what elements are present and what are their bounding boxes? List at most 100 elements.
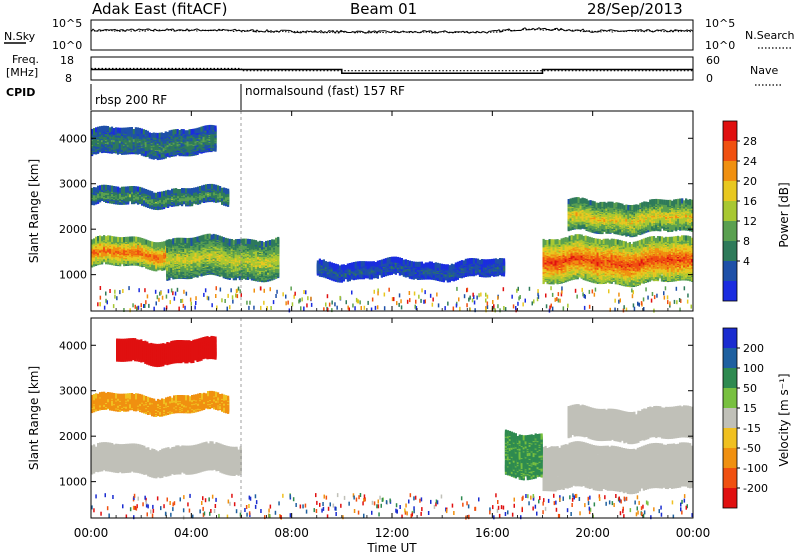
range-gate-cell xyxy=(125,128,127,133)
range-gate-cell xyxy=(137,127,139,132)
range-gate-cell xyxy=(139,128,141,133)
range-gate-cell xyxy=(103,185,105,190)
range-gate-cell xyxy=(183,188,185,193)
range-gate-cell xyxy=(93,238,95,243)
range-gate-cell xyxy=(125,237,127,242)
range-gate-cell xyxy=(125,187,127,192)
range-gate-cell xyxy=(111,186,113,191)
range-gate-cell xyxy=(123,128,125,133)
range-gate-cell xyxy=(135,186,137,191)
range-gate-cell xyxy=(117,128,119,133)
range-gate-cell xyxy=(173,188,175,193)
range-gate-cell xyxy=(117,237,119,242)
range-gate-cell xyxy=(193,188,195,193)
range-gate-cell xyxy=(97,186,99,191)
range-gate-cell xyxy=(185,188,187,193)
range-gate-cell xyxy=(191,188,193,193)
range-gate-cell xyxy=(201,185,203,190)
range-gate-cell xyxy=(159,242,161,247)
range-gate-cell xyxy=(119,237,121,242)
range-gate-cell xyxy=(137,187,139,192)
range-gate-cell xyxy=(189,188,191,193)
noise-right-tick-top: 10^5 xyxy=(705,17,735,30)
range-gate-cell xyxy=(227,189,229,194)
range-gate-cell xyxy=(181,188,183,193)
range-gate-cell xyxy=(177,189,179,194)
range-gate-cell xyxy=(103,235,105,240)
power-panel: Slant Range [km] 4000300020001000 xyxy=(27,111,693,313)
range-gate-cell xyxy=(203,185,205,190)
range-gate-cell xyxy=(101,185,103,190)
range-gate-cell xyxy=(151,133,153,138)
range-gate-cell xyxy=(113,236,115,241)
range-gate-cell xyxy=(133,186,135,191)
range-gate-cell xyxy=(207,184,209,189)
cpid-label: CPID xyxy=(6,86,35,99)
range-gate-cell xyxy=(113,186,115,191)
range-gate-cell xyxy=(145,151,147,156)
range-gate-cell xyxy=(111,127,113,132)
range-gate-cell xyxy=(187,188,189,193)
range-gate-cell xyxy=(215,185,217,190)
noise-left-tick-top: 10^5 xyxy=(52,17,82,30)
noise-left-tick-bottom: 10^0 xyxy=(52,39,82,52)
range-gate-cell xyxy=(225,188,227,193)
range-gate-cell xyxy=(123,237,125,242)
range-gate-cell xyxy=(139,187,141,192)
range-gate-cell xyxy=(121,187,123,192)
noise-right-tick-bottom: 10^0 xyxy=(705,39,735,52)
cpid-mode-2: normalsound (fast) 157 RF xyxy=(245,84,405,98)
freq-label-line1: Freq. xyxy=(12,53,39,66)
range-gate-cell xyxy=(107,185,109,190)
range-gate-cell xyxy=(95,127,97,132)
range-gate-cell xyxy=(111,236,113,241)
range-gate-cell xyxy=(195,187,197,192)
range-gate-cell xyxy=(199,186,201,191)
range-gate-cell xyxy=(221,188,223,193)
range-gate-cell xyxy=(99,185,101,190)
range-gate-cell xyxy=(153,133,155,138)
range-gate-cell xyxy=(115,186,117,191)
range-gate-cell xyxy=(151,191,153,196)
range-gate-cell xyxy=(171,189,173,194)
range-gate-cell xyxy=(133,236,135,241)
range-gate-cell xyxy=(127,186,129,191)
range-gate-cell xyxy=(121,128,123,133)
range-gate-cell xyxy=(143,188,145,193)
range-gate-cell xyxy=(129,127,131,132)
range-gate-cell xyxy=(131,186,133,191)
range-gate-cell xyxy=(109,185,111,190)
date-title: 28/Sep/2013 xyxy=(587,0,683,18)
range-gate-cell xyxy=(143,129,145,134)
range-gate-cell xyxy=(109,236,111,241)
range-gate-cell xyxy=(135,237,137,242)
noise-panel: N.Sky 10^5 10^0 10^5 10^0 N.Search xyxy=(4,17,795,52)
freq-tick-bottom: 8 xyxy=(65,72,72,85)
range-gate-cell xyxy=(149,132,151,137)
range-gate-cell xyxy=(147,131,149,136)
range-gate-cell xyxy=(105,236,107,241)
range-gate-cell xyxy=(157,242,159,247)
range-gate-cell xyxy=(101,236,103,241)
range-gate-cell xyxy=(145,130,147,135)
range-gate-cell xyxy=(211,184,213,189)
range-gate-cell xyxy=(95,187,97,192)
range-gate-cell xyxy=(149,241,151,246)
range-gate-cell xyxy=(95,237,97,242)
range-gate-cell xyxy=(123,187,125,192)
freq-tick-top: 18 xyxy=(60,54,74,67)
range-gate-cell xyxy=(141,129,143,134)
range-gate-cell xyxy=(153,193,155,198)
range-gate-cell xyxy=(131,132,133,137)
range-gate-cell xyxy=(161,242,163,247)
freq-panel: Freq. [MHz] 18 8 60 0 Nave xyxy=(6,53,782,85)
range-gate-cell xyxy=(119,188,121,193)
range-gate-cell xyxy=(157,192,159,197)
range-gate-cell xyxy=(151,242,153,247)
range-gate-cell xyxy=(141,188,143,193)
range-gate-cell xyxy=(105,126,107,131)
range-gate-cell xyxy=(209,184,211,189)
range-gate-cell xyxy=(219,186,221,191)
range-gate-cell xyxy=(213,184,215,189)
cpid-panel: CPID rbsp 200 RF normalsound (fast) 157 … xyxy=(6,84,405,110)
